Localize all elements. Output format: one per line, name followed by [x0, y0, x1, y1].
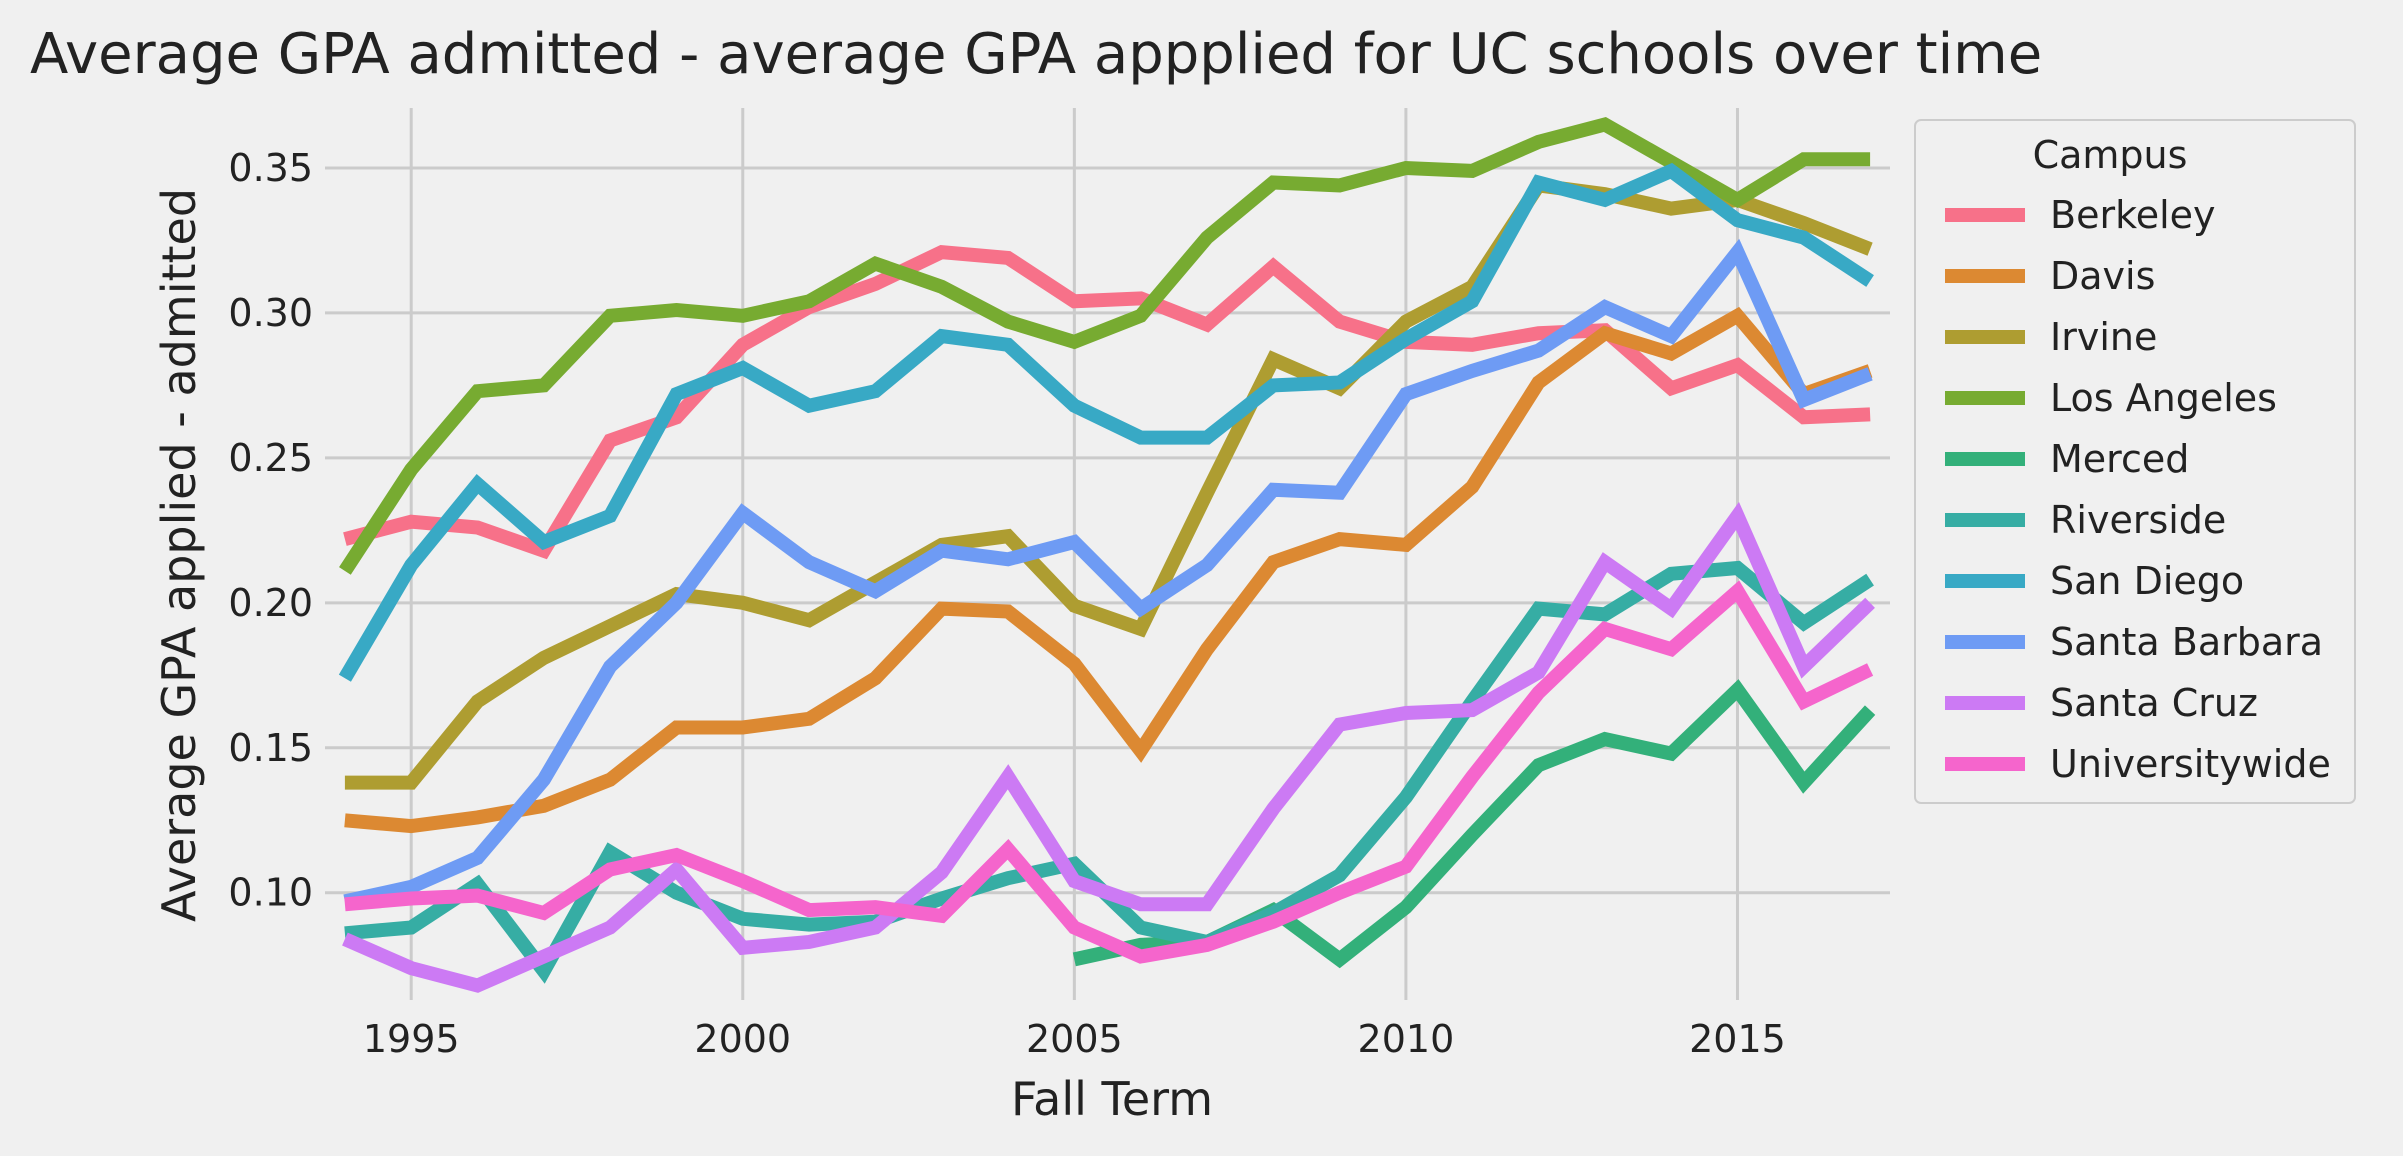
series-line-los-angeles	[339, 117, 1871, 575]
series-line-san-diego	[338, 162, 1874, 682]
x-axis-label: Fall Term	[1011, 1072, 1213, 1126]
legend-label-merced: Merced	[2050, 437, 2189, 481]
legend-label-los-angeles: Los Angeles	[2050, 376, 2277, 420]
y-tick-label: 0.30	[228, 291, 313, 335]
y-tick-label: 0.25	[228, 436, 313, 480]
series-line-santa-cruz	[342, 501, 1875, 993]
x-axis-ticks: 1995 2000 2005 2010 2015	[363, 1017, 1786, 1061]
legend-label-davis: Davis	[2050, 254, 2155, 298]
legend-frame	[1914, 119, 2356, 804]
x-tick-label: 2005	[1026, 1017, 1123, 1061]
y-tick-label: 0.20	[228, 581, 313, 625]
legend-label-universitywide: Universitywide	[2050, 742, 2331, 786]
legend-label-santa-cruz: Santa Cruz	[2050, 681, 2258, 725]
legend: Campus Berkeley Davis Irvine Los Angeles Mer…	[1914, 119, 2356, 804]
series-line-davis	[344, 306, 1873, 834]
legend-label-berkeley: Berkeley	[2050, 193, 2216, 237]
x-tick-label: 2010	[1358, 1017, 1455, 1061]
legend-label-irvine: Irvine	[2050, 315, 2157, 359]
series-line-santa-barbara	[343, 238, 1873, 909]
y-tick-label: 0.15	[228, 726, 313, 770]
y-axis-ticks: 0.10 0.15 0.20 0.25 0.30 0.35	[228, 146, 313, 915]
legend-label-riverside: Riverside	[2050, 498, 2226, 542]
y-tick-label: 0.10	[228, 871, 313, 915]
x-tick-label: 1995	[363, 1017, 460, 1061]
legend-label-santa-barbara: Santa Barbara	[2050, 620, 2323, 664]
y-axis-label: Average GPA applied - admitted	[152, 188, 206, 922]
chart-title: Average GPA admitted - average GPA apppl…	[30, 22, 2042, 87]
legend-items: Berkeley Davis Irvine Los Angeles Merced Rive…	[1945, 193, 2331, 786]
legend-title: Campus	[2033, 133, 2188, 177]
legend-label-san-diego: San Diego	[2050, 559, 2244, 603]
series-layer	[338, 117, 1876, 993]
y-tick-label: 0.35	[228, 146, 313, 190]
x-tick-label: 2015	[1689, 1017, 1786, 1061]
series-line-universitywide	[344, 580, 1874, 964]
x-tick-label: 2000	[694, 1017, 791, 1061]
